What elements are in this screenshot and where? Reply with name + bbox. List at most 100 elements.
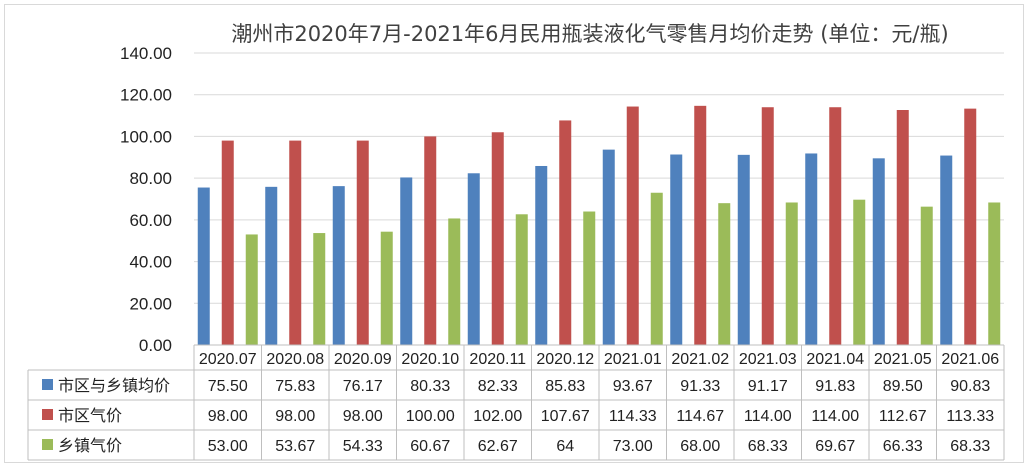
bar-1: [400, 177, 413, 345]
bar-2: [356, 140, 369, 345]
data-label: 98.00: [275, 408, 315, 425]
legend-swatch: [42, 439, 53, 450]
bar-3: [650, 192, 663, 345]
data-label: 100.00: [406, 408, 455, 425]
y-tick-label: 40.00: [129, 253, 172, 272]
data-label: 66.33: [883, 438, 923, 455]
bar-3: [785, 202, 798, 345]
data-label: 114.00: [811, 408, 859, 425]
bar-1: [467, 173, 480, 345]
data-label: 53.00: [208, 438, 248, 455]
bar-2: [896, 110, 909, 346]
y-tick-label: 80.00: [129, 169, 172, 188]
data-label: 62.67: [478, 438, 518, 455]
data-label: 89.50: [883, 378, 923, 395]
bar-1: [197, 187, 210, 345]
y-tick-label: 20.00: [129, 294, 172, 313]
x-tick-label: 2021.02: [671, 351, 729, 368]
data-label: 82.33: [478, 378, 518, 395]
bar-3: [583, 211, 596, 345]
bar-2: [829, 107, 842, 345]
bar-2: [694, 105, 707, 345]
chart-frame: [4, 4, 1024, 463]
data-label: 68.33: [748, 438, 788, 455]
data-label: 91.83: [815, 378, 855, 395]
data-label: 69.67: [815, 438, 855, 455]
data-label: 73.00: [613, 438, 653, 455]
y-tick-label: 100.00: [120, 127, 172, 146]
bar-3: [380, 231, 393, 345]
bar-3: [920, 206, 933, 345]
data-label: 112.67: [879, 408, 927, 425]
legend-label: 市区气价: [58, 406, 122, 425]
bar-3: [853, 199, 866, 345]
data-label: 102.00: [473, 408, 522, 425]
x-tick-label: 2021.04: [806, 351, 864, 368]
data-label: 60.67: [410, 438, 450, 455]
bar-1: [940, 155, 953, 345]
bar-1: [602, 149, 615, 345]
data-label: 91.33: [680, 378, 720, 395]
data-label: 68.33: [950, 438, 990, 455]
bar-1: [332, 186, 345, 345]
data-label: 114.67: [676, 408, 724, 425]
data-label: 75.50: [208, 378, 248, 395]
x-tick-label: 2021.05: [874, 351, 932, 368]
data-label: 80.33: [410, 378, 450, 395]
data-label: 98.00: [343, 408, 383, 425]
bar-3: [245, 234, 258, 345]
x-tick-label: 2020.10: [401, 351, 459, 368]
data-label: 107.67: [541, 408, 590, 425]
x-tick-label: 2020.12: [536, 351, 594, 368]
bar-3: [988, 202, 1001, 345]
legend-swatch: [42, 379, 53, 390]
bar-2: [964, 108, 977, 345]
bar-2: [761, 107, 774, 345]
y-tick-label: 60.00: [129, 211, 172, 230]
bar-3: [515, 214, 528, 345]
data-label: 64: [556, 438, 574, 455]
data-label: 75.83: [275, 378, 315, 395]
bar-1: [805, 153, 818, 345]
legend-label: 市区与乡镇均价: [58, 376, 170, 395]
legend-swatch: [42, 409, 53, 420]
bar-3: [313, 233, 326, 345]
data-label: 90.83: [950, 378, 990, 395]
data-label: 114.33: [609, 408, 657, 425]
y-tick-label: 140.00: [120, 44, 172, 63]
data-label: 98.00: [208, 408, 248, 425]
x-tick-label: 2021.01: [604, 351, 662, 368]
data-label: 114.00: [744, 408, 792, 425]
bar-1: [737, 154, 750, 345]
bar-2: [221, 140, 234, 345]
x-tick-label: 2020.07: [199, 351, 257, 368]
data-label: 54.33: [343, 438, 383, 455]
chart-title: 潮州市2020年7月-2021年6月民用瓶装液化气零售月均价走势 (单位：元/瓶…: [231, 22, 949, 46]
data-label: 53.67: [275, 438, 315, 455]
bar-2: [289, 140, 302, 345]
bar-1: [265, 186, 278, 345]
bar-3: [448, 218, 461, 345]
data-label: 113.33: [946, 408, 994, 425]
bar-3: [718, 203, 731, 345]
y-tick-label: 120.00: [120, 86, 172, 105]
bar-1: [872, 158, 885, 345]
x-tick-label: 2021.06: [941, 351, 999, 368]
data-label: 91.17: [748, 378, 788, 395]
data-label: 76.17: [343, 378, 383, 395]
x-tick-label: 2020.09: [334, 351, 392, 368]
bar-1: [535, 165, 548, 345]
bar-2: [424, 136, 437, 345]
bar-2: [626, 106, 639, 345]
data-label: 85.83: [545, 378, 585, 395]
x-tick-label: 2020.11: [469, 351, 526, 368]
x-tick-label: 2021.03: [739, 351, 797, 368]
legend-label: 乡镇气价: [58, 436, 122, 455]
bar-1: [670, 154, 683, 345]
x-tick-label: 2020.08: [266, 351, 324, 368]
data-label: 93.67: [613, 378, 653, 395]
bar-2: [491, 132, 504, 345]
y-tick-label: 0.00: [139, 336, 172, 355]
data-label: 68.00: [680, 438, 720, 455]
